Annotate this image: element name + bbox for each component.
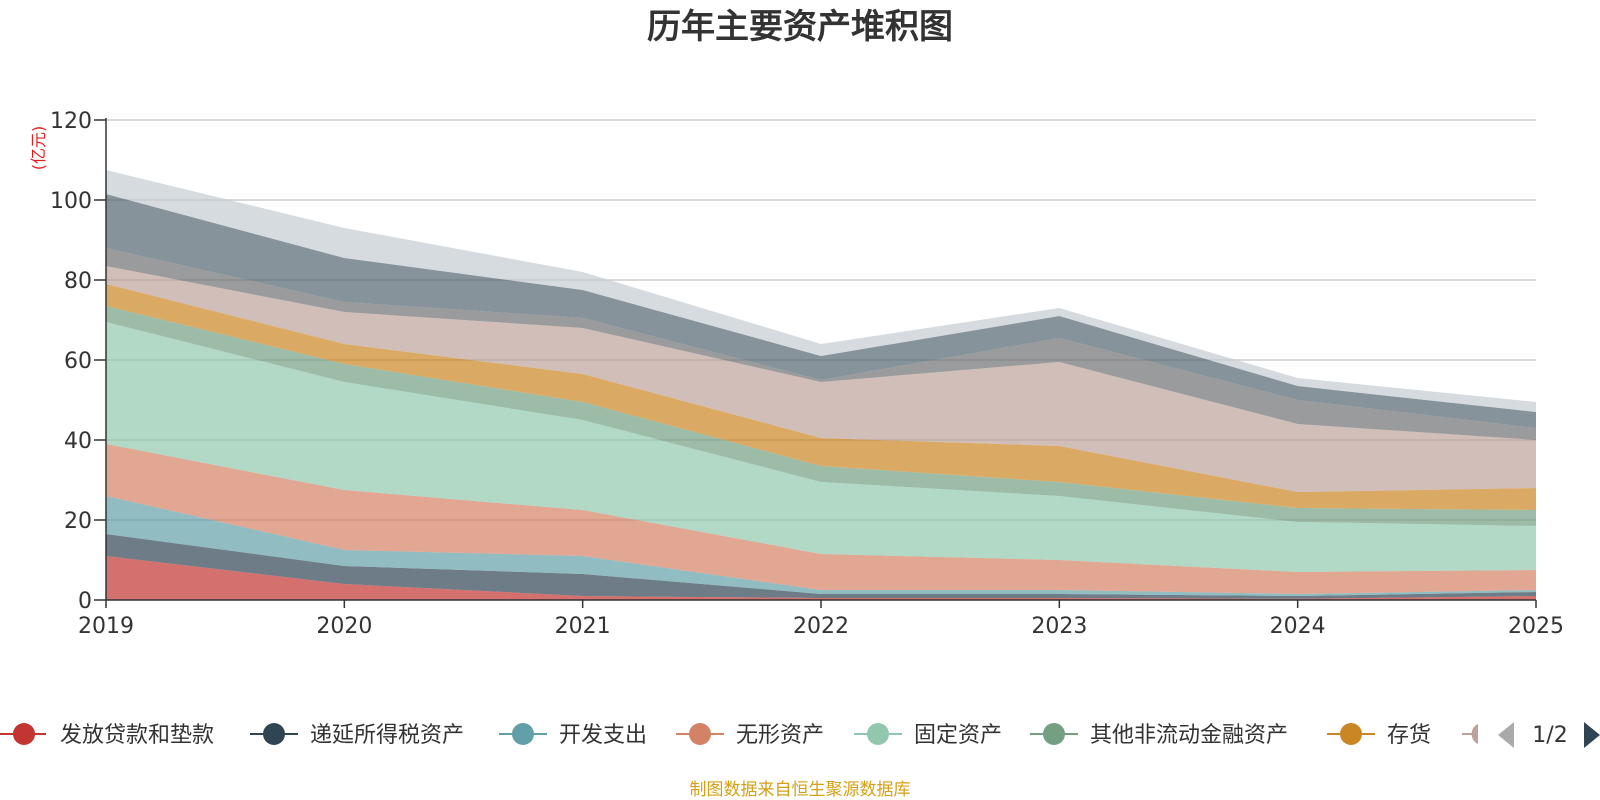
- legend-marker-icon: [13, 723, 35, 745]
- legend-marker-icon: [1043, 723, 1065, 745]
- area-series-1: [106, 556, 1536, 600]
- x-tick-label: 2022: [793, 614, 849, 639]
- legend-item-2[interactable]: 递延所得税资产: [250, 723, 464, 748]
- area-series-8: [106, 266, 1536, 492]
- x-tick-label: 2024: [1270, 614, 1326, 639]
- area-series-2: [106, 534, 1536, 599]
- y-tick-label: 40: [64, 429, 92, 454]
- legend-label: 开发支出: [559, 723, 647, 748]
- y-tick-label: 80: [64, 269, 92, 294]
- legend-item-8-partial[interactable]: [1462, 724, 1478, 744]
- legend-item-5[interactable]: 固定资产: [854, 723, 1002, 748]
- y-tick-label: 60: [64, 349, 92, 374]
- legend-label: 发放贷款和垫款: [60, 723, 214, 748]
- legend-marker-icon: [1340, 723, 1362, 745]
- x-tick-label: 2020: [316, 614, 372, 639]
- legend-prev-page-icon[interactable]: [1498, 722, 1514, 748]
- area-series-4: [106, 444, 1536, 594]
- legend-page-indicator: 1/2: [1532, 723, 1567, 748]
- y-tick-label: 0: [78, 589, 92, 614]
- legend-marker-icon: [1471, 724, 1478, 744]
- x-axis-ticks: 2019 2020 2021 2022 2023 2024 2025: [78, 600, 1564, 639]
- legend-label: 其他非流动金融资产: [1090, 723, 1288, 748]
- x-tick-label: 2023: [1031, 614, 1087, 639]
- y-tick-label: 100: [50, 189, 92, 214]
- legend-label: 递延所得税资产: [310, 723, 464, 748]
- y-tick-label: 120: [50, 109, 92, 134]
- legend-marker-icon: [263, 723, 285, 745]
- area-series-7: [106, 284, 1536, 510]
- legend-item-1[interactable]: 发放贷款和垫款: [0, 723, 214, 748]
- area-series-9: [106, 248, 1536, 440]
- legend-label: 存货: [1387, 723, 1431, 748]
- area-series-5: [106, 322, 1536, 572]
- legend-item-4[interactable]: 无形资产: [676, 723, 824, 748]
- legend-marker-icon: [512, 723, 534, 745]
- y-axis-ticks: 0 20 40 60 80 100 120: [50, 109, 106, 614]
- legend-label: 无形资产: [736, 723, 824, 748]
- legend-item-6[interactable]: 其他非流动金融资产: [1030, 723, 1288, 748]
- legend-marker-icon: [689, 723, 711, 745]
- legend-next-page-icon[interactable]: [1584, 722, 1600, 748]
- x-tick-label: 2021: [555, 614, 611, 639]
- area-series-group: [106, 170, 1536, 600]
- legend-item-3[interactable]: 开发支出: [499, 723, 647, 748]
- x-tick-label: 2019: [78, 614, 134, 639]
- x-tick-label: 2025: [1508, 614, 1564, 639]
- area-series-6: [106, 306, 1536, 526]
- area-series-11: [106, 170, 1536, 412]
- legend-marker-icon: [867, 723, 889, 745]
- y-axis-unit: (亿元): [29, 126, 48, 171]
- data-source-note: 制图数据来自恒生聚源数据库: [690, 780, 911, 800]
- chart-title: 历年主要资产堆积图: [647, 7, 953, 47]
- legend-item-7[interactable]: 存货: [1327, 723, 1431, 748]
- y-tick-label: 20: [64, 509, 92, 534]
- area-series-10: [106, 194, 1536, 428]
- legend: 发放贷款和垫款 递延所得税资产 开发支出 无形资产 固定资产 其他非流动金融资产: [0, 722, 1600, 748]
- legend-label: 固定资产: [914, 723, 1002, 748]
